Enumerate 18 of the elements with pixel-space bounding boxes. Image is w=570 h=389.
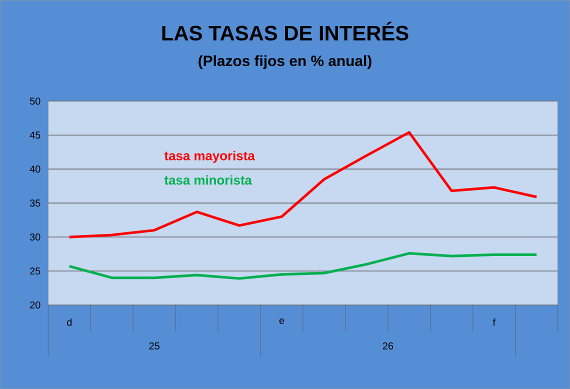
- y-tick-label: 50: [30, 98, 40, 105]
- x-tick-label: e: [279, 318, 284, 324]
- y-tick-label: 20: [30, 301, 40, 308]
- text: 25: [149, 342, 160, 350]
- y-tick-label: 25: [30, 267, 40, 274]
- y-tick-label: 45: [30, 132, 40, 139]
- line-series: [68, 252, 538, 280]
- line-series: [68, 131, 538, 238]
- text: 26: [382, 342, 394, 350]
- text: tasa minorista: [164, 175, 252, 185]
- y-tick-label: 35: [30, 199, 40, 207]
- text: tasa mayorista: [164, 150, 255, 163]
- chart-subtitle: (Plazos fijos en % anual): [198, 55, 372, 70]
- y-tick-label: 40: [30, 166, 40, 173]
- x-tick-label: d: [67, 318, 72, 326]
- chart-title: LAS TASAS DE INTERÉS: [162, 22, 408, 40]
- x-tick-label: f: [492, 318, 496, 326]
- y-tick-label: 30: [30, 233, 40, 240]
